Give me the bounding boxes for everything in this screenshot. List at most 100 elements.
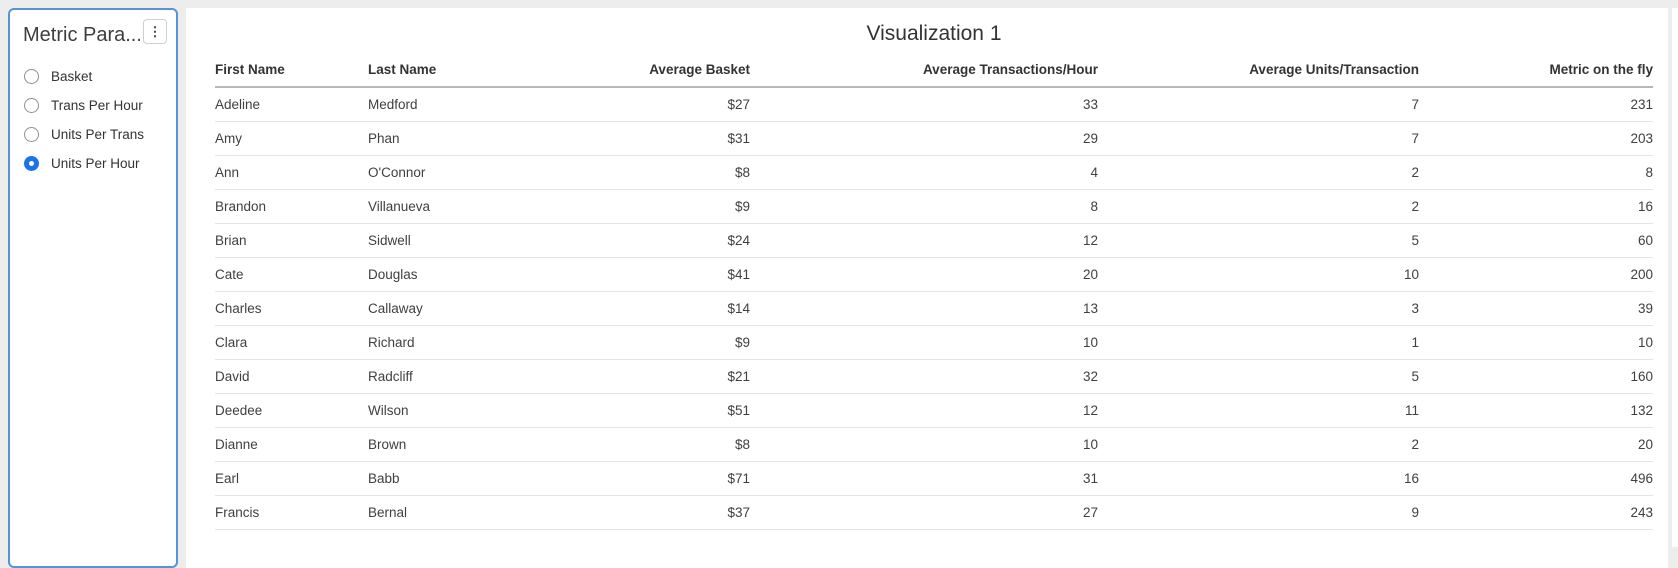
table-cell: 5 <box>1098 359 1419 394</box>
table-row: Adeline Medford $27 33 7 231 <box>215 87 1653 122</box>
table-cell: Brown <box>368 427 560 462</box>
table-cell: 132 <box>1419 393 1653 428</box>
table-cell: 10 <box>1419 325 1653 360</box>
table-cell: $14 <box>560 291 750 326</box>
table-cell: 200 <box>1419 257 1653 292</box>
table-cell: 203 <box>1419 121 1653 156</box>
table-cell: Bernal <box>368 495 560 530</box>
table-cell: 10 <box>1098 257 1419 292</box>
table-cell: 8 <box>750 189 1098 224</box>
table-cell: $41 <box>560 257 750 292</box>
column-header[interactable]: Average Units/Transaction <box>1098 48 1419 88</box>
table-cell: David <box>215 359 368 394</box>
table-cell: 13 <box>750 291 1098 326</box>
table-row: Brian Sidwell $24 12 5 60 <box>215 223 1653 258</box>
radio-selected-icon[interactable] <box>24 156 39 171</box>
table-cell: Brian <box>215 223 368 258</box>
table-cell: 33 <box>750 87 1098 122</box>
table-body: Adeline Medford $27 33 7 231 Amy Phan $31 29 7 203 A… <box>215 87 1653 530</box>
parameter-menu-button[interactable]: ⋮ <box>143 19 167 44</box>
radio-unselected-icon[interactable] <box>24 98 39 113</box>
table-cell: 11 <box>1098 393 1419 428</box>
table-cell: Brandon <box>215 189 368 224</box>
table-cell: 4 <box>750 155 1098 190</box>
table-cell: 231 <box>1419 87 1653 122</box>
table-row: Cate Douglas $41 20 10 200 <box>215 257 1653 292</box>
parameter-option[interactable]: Trans Per Hour <box>10 91 176 120</box>
table-cell: Douglas <box>368 257 560 292</box>
column-header[interactable]: Average Transactions/Hour <box>750 48 1098 88</box>
table-cell: 31 <box>750 461 1098 496</box>
parameter-option[interactable]: Units Per Trans <box>10 120 176 149</box>
table-cell: $21 <box>560 359 750 394</box>
table-cell: 39 <box>1419 291 1653 326</box>
table-cell: 20 <box>750 257 1098 292</box>
table-cell: 8 <box>1419 155 1653 190</box>
visualization-panel: Visualization 1 First Name Last Name Avera… <box>186 8 1668 568</box>
table-cell: 2 <box>1098 155 1419 190</box>
radio-unselected-icon[interactable] <box>24 127 39 142</box>
table-cell: Babb <box>368 461 560 496</box>
table-cell: 10 <box>750 427 1098 462</box>
table-row: Amy Phan $31 29 7 203 <box>215 121 1653 156</box>
visualization-content: Visualization 1 First Name Last Name Avera… <box>215 20 1653 530</box>
table-cell: $9 <box>560 325 750 360</box>
table-cell: Sidwell <box>368 223 560 258</box>
table-cell: $9 <box>560 189 750 224</box>
table-cell: Charles <box>215 291 368 326</box>
table-row: Deedee Wilson $51 12 11 132 <box>215 393 1653 428</box>
table-cell: Wilson <box>368 393 560 428</box>
table-cell: 5 <box>1098 223 1419 258</box>
table-cell: Ann <box>215 155 368 190</box>
table-cell: 20 <box>1419 427 1653 462</box>
table-cell: 7 <box>1098 121 1419 156</box>
table-cell: Deedee <box>215 393 368 428</box>
table-row: Charles Callaway $14 13 3 39 <box>215 291 1653 326</box>
table-cell: $71 <box>560 461 750 496</box>
table-cell: $37 <box>560 495 750 530</box>
table-cell: Cate <box>215 257 368 292</box>
adjacent-panel-edge <box>1672 8 1678 547</box>
parameter-option[interactable]: Basket <box>10 62 176 91</box>
table-cell: $27 <box>560 87 750 122</box>
table-cell: 12 <box>750 223 1098 258</box>
parameter-card-title: Metric Para... <box>23 24 140 46</box>
table-cell: 243 <box>1419 495 1653 530</box>
table-cell: 29 <box>750 121 1098 156</box>
table-cell: 10 <box>750 325 1098 360</box>
table-cell: O'Connor <box>368 155 560 190</box>
table-cell: 2 <box>1098 189 1419 224</box>
table-cell: Earl <box>215 461 368 496</box>
table-cell: Phan <box>368 121 560 156</box>
table-cell: Amy <box>215 121 368 156</box>
table-cell: Villanueva <box>368 189 560 224</box>
table-row: Francis Bernal $37 27 9 243 <box>215 495 1653 530</box>
table-cell: $31 <box>560 121 750 156</box>
parameter-option-label: Units Per Hour <box>51 156 140 171</box>
table-cell: 16 <box>1098 461 1419 496</box>
metric-parameter-card: Metric Para... ⋮ Basket Trans Per Hour Uni… <box>8 8 178 568</box>
column-header[interactable]: Last Name <box>368 48 560 88</box>
data-table: First Name Last Name Average Basket Average… <box>215 48 1653 530</box>
table-cell: 16 <box>1419 189 1653 224</box>
column-header[interactable]: Average Basket <box>560 48 750 88</box>
table-cell: 3 <box>1098 291 1419 326</box>
table-row: Dianne Brown $8 10 2 20 <box>215 427 1653 462</box>
parameter-option-label: Units Per Trans <box>51 127 145 142</box>
table-cell: 12 <box>750 393 1098 428</box>
table-cell: Medford <box>368 87 560 122</box>
radio-unselected-icon[interactable] <box>24 69 39 84</box>
table-header-row: First Name Last Name Average Basket Average… <box>215 48 1653 88</box>
table-row: David Radcliff $21 32 5 160 <box>215 359 1653 394</box>
parameter-options-list: Basket Trans Per Hour Units Per Trans Units… <box>10 62 176 178</box>
column-header[interactable]: First Name <box>215 48 368 88</box>
table-cell: 2 <box>1098 427 1419 462</box>
table-cell: $24 <box>560 223 750 258</box>
table-cell: 1 <box>1098 325 1419 360</box>
visualization-title: Visualization 1 <box>866 22 1002 45</box>
table-cell: 32 <box>750 359 1098 394</box>
table-row: Clara Richard $9 10 1 10 <box>215 325 1653 360</box>
parameter-option[interactable]: Units Per Hour <box>10 149 176 178</box>
column-header[interactable]: Metric on the fly <box>1419 48 1653 88</box>
table-cell: Radcliff <box>368 359 560 394</box>
